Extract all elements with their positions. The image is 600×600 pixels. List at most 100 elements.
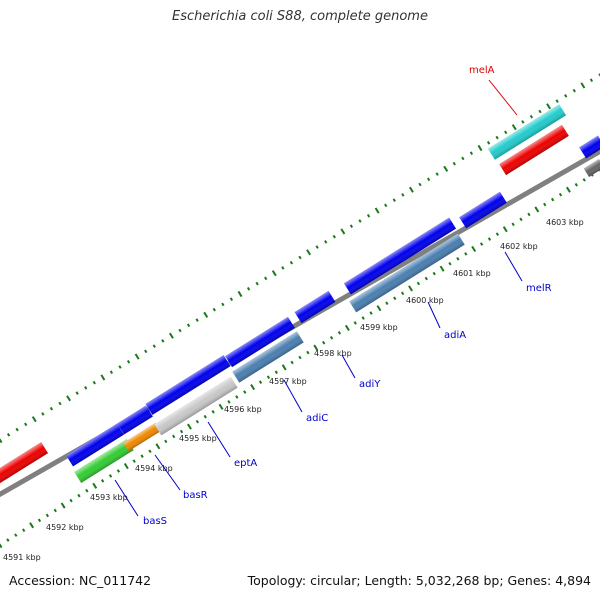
inner-tick <box>400 291 405 296</box>
gene-red <box>499 124 569 176</box>
outer-tick <box>186 323 191 328</box>
outer-tick <box>392 198 396 202</box>
outer-tick <box>418 182 422 187</box>
inner-tick <box>250 384 256 391</box>
inner-tick <box>69 498 73 503</box>
gene-label-leader <box>283 379 303 413</box>
inner-tick <box>179 429 184 434</box>
inner-tick <box>116 469 121 473</box>
gene-darkgray-right <box>583 158 600 178</box>
inner-tick <box>574 183 578 187</box>
outer-tick <box>324 240 328 244</box>
inner-tick <box>448 261 452 266</box>
outer-tick <box>221 302 225 307</box>
outer-tick <box>6 432 11 437</box>
outer-tick <box>511 124 517 131</box>
inner-tick <box>258 380 263 384</box>
outer-tick <box>306 249 312 256</box>
inner-tick <box>424 276 428 281</box>
inner-tick <box>164 439 168 444</box>
outer-tick <box>529 114 534 119</box>
outer-tick <box>152 344 156 348</box>
inner-tick <box>432 271 436 276</box>
inner-tick <box>313 344 319 351</box>
outer-tick <box>598 73 600 77</box>
inner-tick <box>519 217 523 222</box>
outer-tick <box>178 328 182 333</box>
outer-tick <box>477 144 483 152</box>
inner-tick <box>77 493 81 498</box>
outer-tick <box>229 297 234 302</box>
outer-tick <box>246 286 251 291</box>
gene-blue <box>294 290 336 324</box>
inner-tick <box>487 237 492 241</box>
outer-tick <box>546 103 552 110</box>
inner-tick <box>195 419 200 424</box>
gene-gray-eptA <box>154 376 238 436</box>
outer-tick <box>134 353 140 360</box>
gene-steel-adiA <box>349 233 465 313</box>
inner-tick <box>14 533 18 537</box>
kbp-tick-labels: 4591 kbp 4592 kbp 4593 kbp 4594 kbp 4595 kbp… <box>3 218 584 562</box>
inner-tick <box>100 479 105 483</box>
outer-tick <box>126 359 131 364</box>
gene-label-leader <box>488 79 518 116</box>
inner-tick <box>416 281 421 286</box>
inner-tick <box>227 400 231 404</box>
inner-tick <box>385 301 389 306</box>
inner-tick <box>550 197 555 202</box>
inner-tick <box>290 360 294 365</box>
outer-tick <box>75 391 79 395</box>
inner-tick <box>0 541 3 549</box>
outer-tick <box>271 270 277 277</box>
inner-tick <box>369 311 373 315</box>
outer-tick <box>237 290 243 298</box>
inner-tick <box>235 395 239 399</box>
outer-tick <box>109 370 114 375</box>
outer-tick <box>31 416 37 423</box>
map-title: Escherichia coli S88, complete genome <box>172 9 428 24</box>
outer-tick <box>374 207 380 214</box>
outer-tick <box>0 436 3 444</box>
tick-label: 4596 kbp <box>224 405 262 414</box>
inner-tick <box>329 335 334 340</box>
gene-label-leader <box>207 421 231 458</box>
outer-tick <box>589 78 594 83</box>
tick-label: 4600 kbp <box>406 296 444 305</box>
inner-tick <box>353 321 357 325</box>
inner-tick <box>53 508 57 513</box>
outer-tick <box>443 165 449 172</box>
gene-label-melA: melA <box>469 65 495 76</box>
inner-tick <box>22 528 26 532</box>
outer-tick <box>461 156 465 161</box>
outer-tick <box>452 161 456 166</box>
outer-tick <box>521 120 525 124</box>
inner-tick <box>123 462 129 470</box>
inner-tick <box>37 518 42 523</box>
outer-tick <box>408 186 414 193</box>
outer-tick <box>41 412 45 416</box>
outer-tick <box>255 281 259 286</box>
outer-tick <box>538 109 542 114</box>
gene-orange-basR <box>123 422 161 452</box>
inner-tick <box>495 232 500 236</box>
outer-tick <box>264 276 268 281</box>
inner-tick <box>281 364 287 371</box>
accession-text: Accession: NC_011742 <box>9 573 152 588</box>
outer-tick <box>572 88 576 93</box>
inner-tick <box>543 202 547 207</box>
tick-label: 4603 kbp <box>546 218 584 227</box>
outer-tick <box>358 219 362 223</box>
inner-tick <box>108 474 113 478</box>
outer-tick <box>332 234 336 239</box>
gene-blue <box>343 217 457 295</box>
inner-tick <box>582 178 586 182</box>
outer-tick <box>281 266 285 270</box>
inner-tick <box>203 414 207 419</box>
outer-tick <box>504 130 508 135</box>
outer-tick <box>469 151 474 156</box>
tick-label: 4595 kbp <box>179 434 217 443</box>
inner-tick-row <box>0 166 600 549</box>
inner-tick <box>187 423 192 430</box>
inner-tick <box>298 355 302 360</box>
